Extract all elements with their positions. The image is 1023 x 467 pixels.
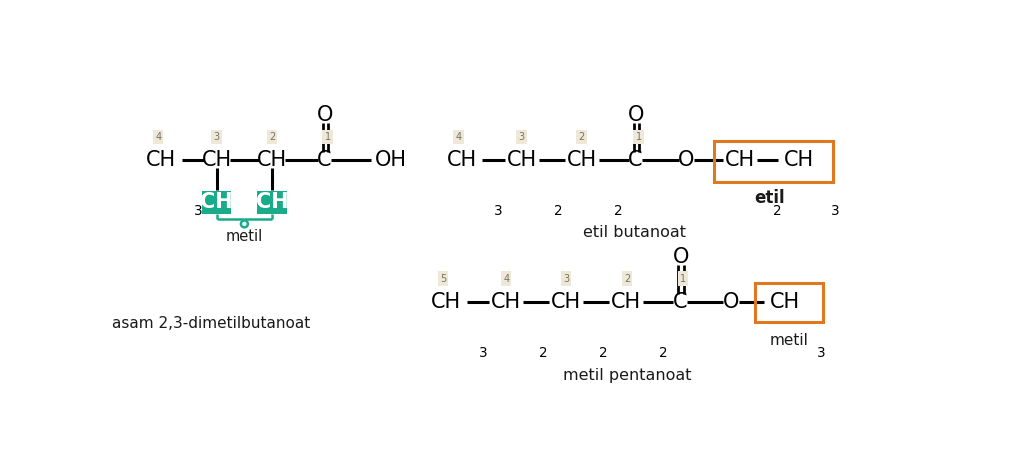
Text: 4: 4 — [503, 274, 509, 283]
Text: CH: CH — [202, 150, 232, 170]
Text: metil: metil — [769, 333, 808, 347]
Text: CH: CH — [146, 150, 176, 170]
Text: O: O — [317, 106, 333, 125]
Text: CH: CH — [506, 150, 537, 170]
Text: 3: 3 — [249, 246, 259, 260]
Text: OH: OH — [375, 150, 407, 170]
Text: 4: 4 — [155, 132, 162, 142]
Text: CH: CH — [257, 150, 287, 170]
Text: etil butanoat: etil butanoat — [583, 225, 686, 240]
Text: metil: metil — [226, 229, 263, 245]
Text: 5: 5 — [440, 274, 446, 283]
Text: asam 2,3-dimetilbutanoat: asam 2,3-dimetilbutanoat — [113, 316, 310, 331]
Text: 2: 2 — [659, 346, 667, 360]
Text: 3: 3 — [479, 346, 487, 360]
Text: O: O — [678, 150, 695, 170]
Text: CH: CH — [725, 150, 755, 170]
Text: 3: 3 — [564, 274, 570, 283]
Text: 1: 1 — [324, 132, 330, 142]
Text: CH: CH — [567, 150, 596, 170]
Text: O: O — [673, 247, 690, 267]
Text: CH: CH — [201, 192, 233, 212]
Text: 3: 3 — [519, 132, 525, 142]
Text: C: C — [317, 150, 331, 170]
Text: CH: CH — [770, 292, 800, 311]
FancyBboxPatch shape — [258, 191, 286, 214]
Text: CH: CH — [431, 292, 461, 311]
Text: 2: 2 — [614, 204, 623, 218]
Text: 3: 3 — [214, 132, 220, 142]
Text: 2: 2 — [598, 346, 608, 360]
Text: C: C — [628, 150, 642, 170]
Text: CH: CH — [446, 150, 477, 170]
Text: O: O — [628, 106, 644, 125]
Text: 2: 2 — [579, 132, 585, 142]
Text: CH: CH — [256, 192, 288, 212]
Text: 3: 3 — [817, 346, 826, 360]
Text: O: O — [723, 292, 740, 311]
Text: 3: 3 — [494, 204, 502, 218]
FancyBboxPatch shape — [203, 191, 231, 214]
Text: 2: 2 — [538, 346, 547, 360]
Text: 4: 4 — [455, 132, 461, 142]
Text: 2: 2 — [269, 132, 275, 142]
Text: 1: 1 — [635, 132, 641, 142]
Text: C: C — [673, 292, 687, 311]
Text: CH: CH — [491, 292, 522, 311]
Text: 1: 1 — [680, 274, 686, 283]
Text: 2: 2 — [624, 274, 630, 283]
Text: 3: 3 — [193, 204, 203, 218]
Text: CH: CH — [551, 292, 581, 311]
Text: 3: 3 — [831, 204, 840, 218]
Text: 2: 2 — [772, 204, 782, 218]
Text: CH: CH — [784, 150, 814, 170]
Circle shape — [241, 220, 248, 227]
Text: CH: CH — [612, 292, 641, 311]
Text: 3: 3 — [305, 246, 314, 260]
Text: 2: 2 — [553, 204, 563, 218]
Text: metil pentanoat: metil pentanoat — [563, 368, 692, 383]
Text: etil: etil — [754, 190, 785, 207]
